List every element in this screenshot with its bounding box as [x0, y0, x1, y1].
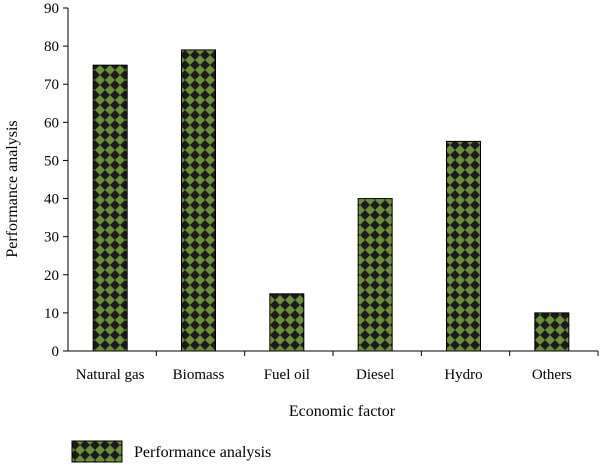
- bar-fuel-oil: [269, 293, 305, 352]
- y-tick-label: 60: [44, 115, 59, 131]
- bar-natural-gas: [92, 64, 128, 352]
- y-tick-label: 80: [44, 39, 59, 55]
- bar-diesel: [357, 198, 393, 352]
- y-axis: 0 10 20 30 40 50 60 70 80 90: [44, 1, 69, 360]
- legend-label: Performance analysis: [134, 444, 271, 461]
- x-tick-label: Others: [532, 367, 572, 383]
- x-tick-label: Fuel oil: [264, 367, 310, 383]
- bars: [92, 49, 570, 352]
- y-tick-label: 40: [44, 192, 59, 208]
- y-tick-label: 90: [44, 1, 59, 17]
- legend-swatch: [71, 440, 123, 463]
- bar-hydro: [446, 140, 481, 352]
- bar-biomass: [181, 49, 216, 352]
- y-tick-label: 70: [44, 77, 59, 93]
- x-axis: Natural gas Biomass Fuel oil Diesel Hydro Oth…: [68, 350, 599, 383]
- legend: Performance analysis: [71, 440, 271, 463]
- y-tick-label: 0: [52, 344, 60, 360]
- y-tick-label: 50: [44, 153, 59, 169]
- y-tick-label: 20: [44, 268, 59, 284]
- y-tick-label: 10: [44, 306, 59, 322]
- y-tick-label: 30: [44, 230, 59, 246]
- bar-others: [534, 312, 570, 352]
- x-axis-title: Economic factor: [289, 403, 396, 420]
- x-tick-label: Natural gas: [76, 367, 145, 383]
- x-tick-label: Biomass: [173, 367, 225, 383]
- x-tick-label: Hydro: [444, 367, 482, 383]
- y-axis-title: Performance analysis: [4, 120, 21, 257]
- x-tick-label: Diesel: [356, 367, 394, 383]
